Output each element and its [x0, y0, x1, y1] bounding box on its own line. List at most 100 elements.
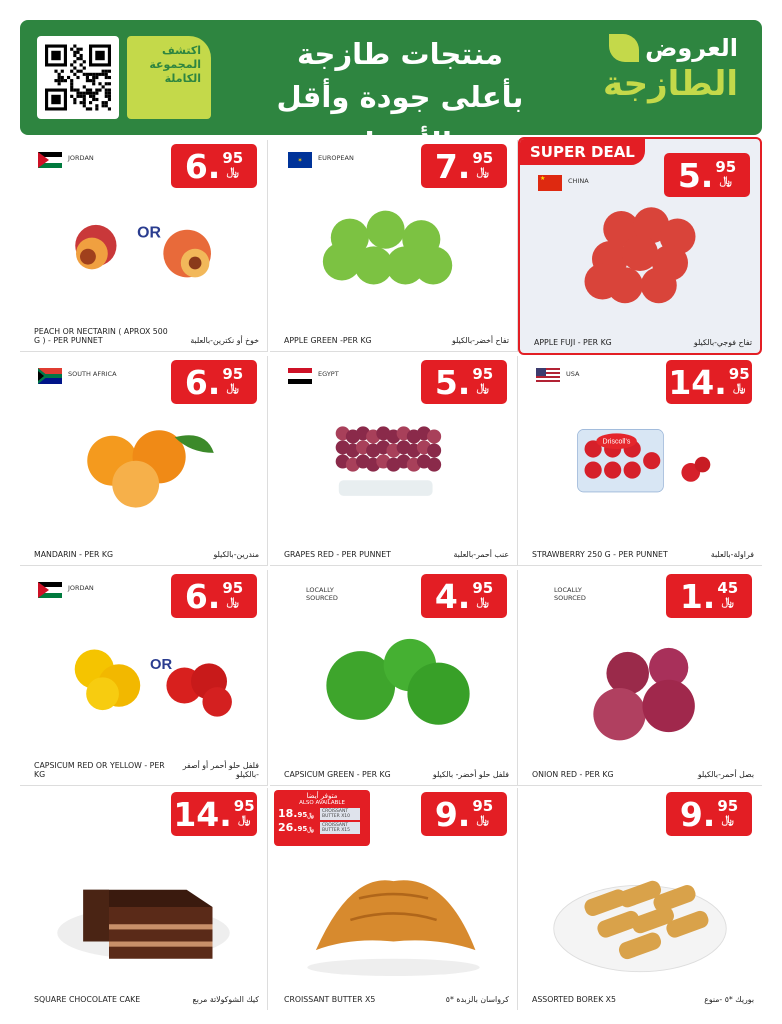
product-name-ar: بوريك *٥ -منوع [704, 995, 754, 1004]
product-image-croissant [280, 838, 507, 976]
origin-label: JORDAN [68, 154, 94, 162]
saudi-riyal-icon: ﷼ [476, 381, 489, 394]
origin-label: LOCALLY SOURCED [306, 586, 338, 602]
flag-za-icon [38, 368, 62, 384]
leaf-icon [609, 34, 640, 62]
product-card-croissant[interactable]: متوفر أيضا ALSO AVAILABLE 18.95﷼ CROISSANT … [270, 788, 518, 1010]
saudi-riyal-icon: ﷼ [226, 381, 239, 394]
saudi-riyal-icon: ﷼ [226, 595, 239, 608]
flag-eu-icon: ✶ [288, 152, 312, 168]
product-name-ar: كرواسان بالزبدة *٥ [445, 995, 509, 1004]
price-tag: 6. 95 ﷼ [171, 360, 257, 404]
saudi-riyal-icon: ﷼ [238, 813, 251, 826]
product-name-en: APPLE GREEN -PER KG [284, 336, 372, 345]
origin-label: SOUTH AFRICA [68, 370, 117, 378]
also-available-box: متوفر أيضا ALSO AVAILABLE 18.95﷼ CROISSANT … [274, 790, 370, 846]
product-name-en: CAPSICUM GREEN - PER KG [284, 770, 391, 779]
or-label: OR [150, 657, 172, 673]
flag-egypt-icon [288, 368, 312, 384]
product-card-capsicum[interactable]: JORDAN 6. 95 ﷼ OR CAPSICUM RED OR YELLOW - PE… [20, 570, 268, 786]
brand-line-1: العروض [645, 34, 738, 62]
saudi-riyal-icon: ﷼ [719, 174, 732, 187]
product-name-en: SQUARE CHOCOLATE CAKE [34, 995, 141, 1004]
product-card-borek[interactable]: 9. 95 ﷼ ASSORTED BOREK X5 بوريك *٥ -منوع [518, 788, 762, 1010]
price-tag: 7. 95 ﷼ [421, 144, 507, 188]
price-tag: 6. 95 ﷼ [171, 144, 257, 188]
saudi-riyal-icon: ﷼ [733, 381, 746, 394]
product-name-en: CROISSANT BUTTER X5 [284, 995, 376, 1004]
saudi-riyal-icon: ﷼ [476, 813, 489, 826]
saudi-riyal-icon: ﷼ [307, 812, 314, 819]
product-image-capsicum: OR [30, 620, 257, 751]
product-card-apple-green[interactable]: ✶ EUROPEAN 7. 95 ﷼ APPLE GREEN -PER KG تفاح أخ… [270, 140, 518, 352]
alt-pack-price: 26.95﷼ [278, 821, 314, 834]
product-card-cake[interactable]: 14. 95 ﷼ SQUARE CHOCOLATE CAKE كيك الشوكولات… [20, 788, 268, 1010]
product-image-apple-green [280, 190, 507, 317]
saudi-riyal-icon: ﷼ [476, 165, 489, 178]
product-name-en: CAPSICUM RED OR YELLOW - PER KG [34, 761, 165, 779]
price-tag: 1. 45 ﷼ [666, 574, 752, 618]
product-image-peach: OR [30, 190, 257, 317]
product-image-capsicum-green [280, 620, 507, 751]
product-name-ar: عنب أحمر-بالعلبة [453, 550, 509, 559]
header-banner: اكتشف المجموعة الكاملة منتجات طازجة بأعل… [20, 20, 762, 160]
also-available-en: ALSO AVAILABLE [299, 800, 345, 806]
product-name-ar: مندرين-بالكيلو [213, 550, 260, 559]
flag-usa-icon [536, 368, 560, 384]
price-tag: 4. 95 ﷼ [421, 574, 507, 618]
product-card-apple-fuji[interactable]: SUPER DEAL ★ CHINA 5. 95 ﷼ APPLE FUJI - PER KG… [518, 137, 762, 355]
price-tag: 5. 95 ﷼ [664, 153, 750, 197]
product-name-en: APPLE FUJI - PER KG [534, 338, 612, 347]
product-card-strawberry[interactable]: USA 14. 95 ﷼ Driscoll's STRAWBERRY 250 G - PE… [518, 356, 762, 566]
product-name-ar: بصل أحمر-بالكيلو [697, 770, 754, 779]
product-card-mandarin[interactable]: SOUTH AFRICA 6. 95 ﷼ MANDARIN - PER KG مندرين… [20, 356, 268, 566]
product-card-peach[interactable]: JORDAN 6. 95 ﷼ OR PEACH OR NECTARIN ( APROX 5… [20, 140, 268, 352]
product-name-ar: فلفل حلو أخضر- بالكيلو [432, 770, 509, 779]
product-image-borek [528, 838, 752, 976]
saudi-riyal-icon: ﷼ [721, 813, 734, 826]
price-tag: 14. 95 ﷼ [666, 360, 752, 404]
product-image-grapes [280, 406, 507, 531]
flag-jordan-icon [38, 582, 62, 598]
alt-pack-name: CROISSANT BUTTER X15 [320, 821, 360, 834]
product-name-ar: فلفل حلو أحمر أو أصفر -بالكيلو [182, 761, 259, 779]
product-name-en: ASSORTED BOREK X5 [532, 995, 616, 1004]
saudi-riyal-icon: ﷼ [307, 826, 314, 833]
origin-label: USA [566, 370, 580, 378]
saudi-riyal-icon: ﷼ [226, 165, 239, 178]
product-image-mandarin [30, 406, 257, 531]
saudi-riyal-icon: ﷼ [476, 595, 489, 608]
product-card-onion[interactable]: LOCALLY SOURCED 1. 45 ﷼ ONION RED - PER KG بص… [518, 570, 762, 786]
flag-china-icon: ★ [538, 175, 562, 191]
price-tag: 9. 95 ﷼ [421, 792, 507, 836]
product-image-apple-fuji [530, 199, 750, 319]
alt-pack-name: CROISSANT BUTTER X10 [320, 807, 360, 820]
discover-collection-badge[interactable]: اكتشف المجموعة الكاملة [127, 36, 211, 119]
origin-label: JORDAN [68, 584, 94, 592]
alt-pack-price: 18.95﷼ [278, 807, 314, 820]
price-tag: 9. 95 ﷼ [666, 792, 752, 836]
driscolls-logo: Driscoll's [603, 439, 631, 446]
product-name-ar: تفاح فوجي-بالكيلو [693, 338, 752, 347]
origin-label: EUROPEAN [318, 154, 354, 162]
price-tag: 5. 95 ﷼ [421, 360, 507, 404]
product-name-en: STRAWBERRY 250 G - PER PUNNET [532, 550, 668, 559]
or-label: OR [137, 225, 161, 242]
brand-logo: العروض الطازجة [603, 34, 738, 106]
qr-code-icon[interactable] [37, 36, 119, 119]
product-image-onion [528, 620, 752, 751]
origin-label: CHINA [568, 177, 589, 185]
product-name-en: ONION RED - PER KG [532, 770, 614, 779]
product-name-en: GRAPES RED - PER PUNNET [284, 550, 391, 559]
alt-pack-row: 26.95﷼ CROISSANT BUTTER X15 [278, 821, 366, 834]
product-name-en: PEACH OR NECTARIN ( APROX 500 G ) - PER … [34, 327, 168, 345]
product-name-ar: خوخ أو نكترين-بالعلبة [190, 336, 259, 345]
saudi-riyal-icon: ﷼ [721, 595, 734, 608]
product-card-grapes[interactable]: EGYPT 5. 95 ﷼ GRAPES RED - PER PUNNET عنب أحم… [270, 356, 518, 566]
brand-line-2: الطازجة [602, 64, 738, 104]
product-card-capsicum-green[interactable]: LOCALLY SOURCED 4. 95 ﷼ CAPSICUM GREEN - PER… [270, 570, 518, 786]
alt-pack-row: 18.95﷼ CROISSANT BUTTER X10 [278, 807, 366, 820]
super-deal-badge: SUPER DEAL [520, 139, 645, 165]
product-image-strawberry: Driscoll's [528, 406, 752, 531]
flag-jordan-icon [38, 152, 62, 168]
